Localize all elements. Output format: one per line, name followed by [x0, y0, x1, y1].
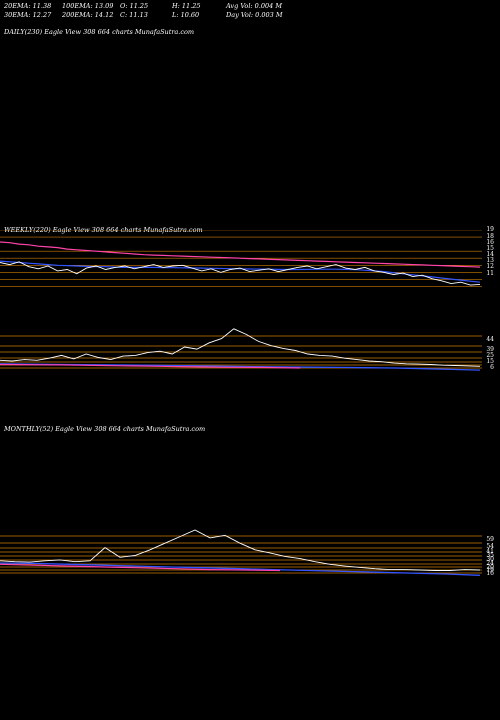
monthly-chart — [0, 529, 482, 576]
monthly-line — [0, 529, 481, 571]
weekly-volume-tick: 15 — [486, 358, 494, 365]
weekly-price-tick: 15 — [486, 245, 494, 252]
daily-caption: DAILY(230) Eagle View 308 664 charts Mun… — [4, 28, 195, 36]
monthly-volume-tick: 30 — [486, 556, 494, 563]
day-vol-label: Day Vol: 0.003 M — [226, 11, 283, 19]
weekly-price-tick: 14 — [486, 251, 494, 258]
weekly-price-chart — [0, 230, 482, 287]
monthly-volume-tick: 20 — [486, 564, 494, 571]
monthly-volume-tick: 16 — [486, 570, 494, 577]
volume-ema-short — [0, 363, 481, 371]
volume-ema-long — [0, 363, 301, 369]
monthly-ema-long — [0, 563, 281, 572]
weekly-price-tick: 11 — [486, 270, 494, 277]
close-label: C: 11.13 — [120, 11, 148, 19]
weekly-price-tick: 19 — [486, 226, 494, 233]
open-label: O: 11.25 — [120, 2, 149, 10]
weekly-volume-chart — [0, 328, 482, 371]
weekly-price-tick: 16 — [486, 239, 494, 246]
weekly-price-tick: 12 — [486, 263, 494, 270]
monthly-volume-tick: 59 — [486, 536, 494, 543]
ema200-label: 200EMA: 14.12 — [62, 11, 114, 19]
ema-long-line — [0, 241, 481, 268]
ema30-label: 30EMA: 12.27 — [4, 11, 52, 19]
weekly-volume-tick: 39 — [486, 346, 494, 353]
low-label: L: 10.60 — [172, 11, 200, 19]
monthly-volume-tick: 41 — [486, 548, 494, 555]
monthly-caption: MONTHLY(52) Eagle View 308 664 charts Mu… — [4, 425, 206, 433]
monthly-ema-short — [0, 562, 481, 576]
ema20-label: 20EMA: 11.38 — [4, 2, 52, 10]
avg-vol-label: Avg Vol: 0.004 M — [226, 2, 283, 10]
monthly-volume-tick: 35 — [486, 552, 494, 559]
weekly-price-tick: 13 — [486, 257, 494, 264]
ema100-label: 100EMA: 13.09 — [62, 2, 114, 10]
monthly-volume-tick: 24 — [486, 560, 494, 567]
weekly-volume-tick: 44 — [486, 336, 494, 343]
weekly-price-tick: 18 — [486, 233, 494, 240]
high-label: H: 11.25 — [172, 2, 201, 10]
price-line — [0, 261, 481, 286]
weekly-volume-tick: 25 — [486, 352, 494, 359]
monthly-volume-tick: 54 — [486, 543, 494, 550]
volume-line — [0, 328, 481, 367]
weekly-volume-tick: 6 — [490, 364, 494, 371]
monthly-volume-tick: 19 — [486, 567, 494, 574]
